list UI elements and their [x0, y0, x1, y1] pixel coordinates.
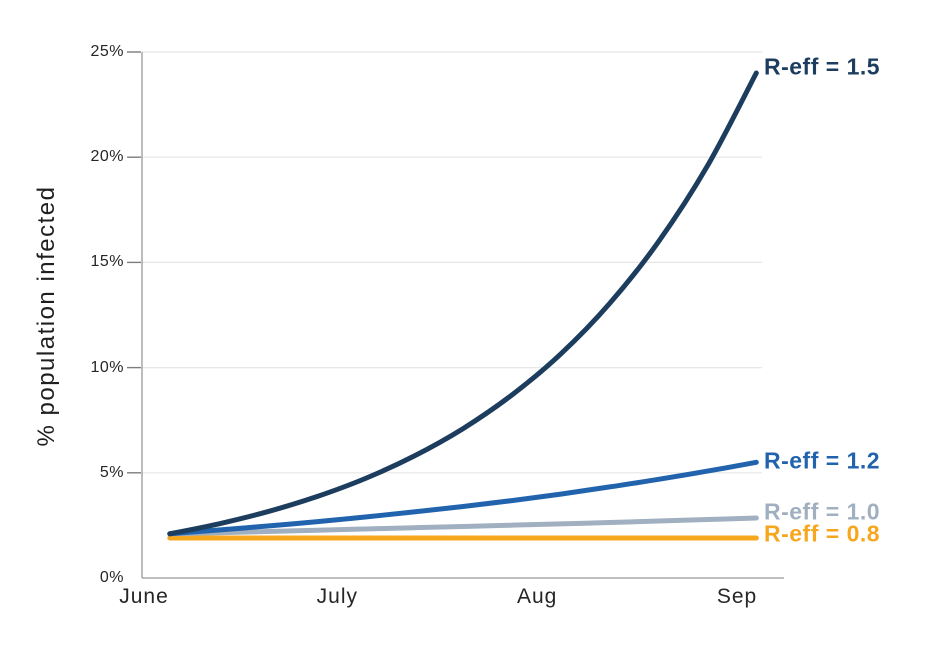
x-tick-label-aug: Aug — [517, 585, 558, 608]
line-series-1.2 — [167, 459, 759, 537]
series-label-reff-0-8: R-eff = 0.8 — [764, 520, 881, 547]
x-tick-label-june: June — [119, 585, 169, 608]
y-axis-title: % population infected — [33, 185, 60, 447]
line-series-1.5 — [167, 70, 759, 537]
y-tick-label-10%: 10% — [90, 358, 124, 376]
y-tick-label-5%: 5% — [99, 463, 124, 481]
x-tick-label-sep: Sep — [716, 585, 758, 608]
series-label-reff-1-0: R-eff = 1.0 — [764, 498, 881, 525]
x-tick-label-july: July — [316, 585, 359, 608]
y-tick-label-25%: 25% — [90, 43, 124, 60]
y-tick-label-20%: 20% — [90, 148, 124, 166]
series-label-reff-1-2: R-eff = 1.2 — [764, 447, 881, 474]
line-series-1.0 — [167, 515, 759, 537]
y-tick-label-0%: 0% — [99, 569, 124, 586]
series-label-reff-1-5: R-eff = 1.5 — [764, 53, 881, 80]
y-tick-label-15%: 15% — [90, 253, 124, 271]
